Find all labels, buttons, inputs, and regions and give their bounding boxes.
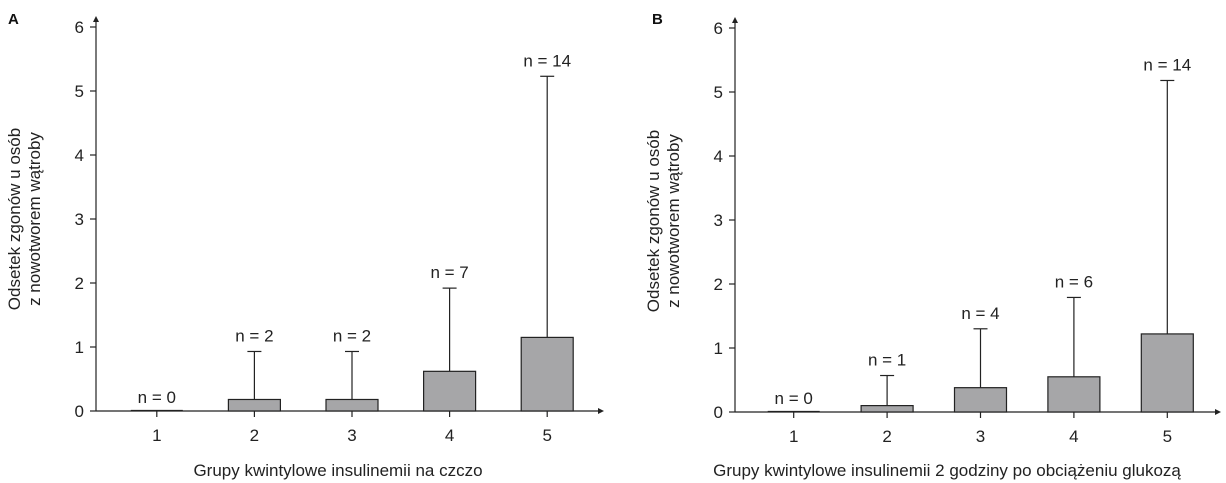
bar [1047, 376, 1101, 413]
x-tick-label: 1 [152, 426, 161, 445]
x-axis-arrow-icon [598, 408, 604, 414]
panel-b: B 0 1 2 3 4 5 6 n = 0 1 n = 1 2 n = 4 3 n = 6 4 n = 14 5… [644, 11, 1221, 480]
panel-label-a: A [8, 11, 19, 28]
y-tick-label: 4 [714, 147, 723, 166]
bar [325, 398, 379, 412]
data-label: n = 14 [1143, 55, 1191, 74]
x-tick-label: 5 [542, 426, 551, 445]
bar [520, 336, 574, 412]
y-axis-title: Odsetek zgonów u osóbz nowotworem wątrob… [644, 130, 683, 312]
data-label: n = 14 [523, 51, 571, 70]
y-tick-label: 5 [714, 83, 723, 102]
y-tick-label: 3 [75, 210, 84, 229]
x-tick-label: 4 [445, 426, 454, 445]
y-axis-arrow-icon [732, 17, 738, 23]
x-tick-label: 3 [976, 427, 985, 446]
data-label: n = 2 [235, 326, 273, 345]
x-tick-label: 2 [250, 426, 259, 445]
x-tick-label: 5 [1163, 427, 1172, 446]
data-label: n = 6 [1055, 272, 1093, 291]
y-tick-label: 6 [714, 19, 723, 38]
y-tick-label: 2 [714, 275, 723, 294]
data-label: n = 4 [961, 304, 999, 323]
y-axis-title-line: z nowotworem wątroby [664, 134, 683, 308]
y-tick-label: 1 [75, 338, 84, 357]
y-tick-label: 1 [714, 339, 723, 358]
y-tick-label: 5 [75, 82, 84, 101]
data-label: n = 2 [333, 326, 371, 345]
x-tick-label: 2 [882, 427, 891, 446]
data-label: n = 0 [138, 388, 176, 407]
x-axis-arrow-icon [1215, 409, 1221, 415]
data-label: n = 0 [775, 389, 813, 408]
y-axis-arrow-icon [93, 16, 99, 22]
x-axis-title: Grupy kwintylowe insulinemii na czczo [193, 461, 482, 480]
y-tick-label: 0 [714, 403, 723, 422]
y-tick-label: 2 [75, 274, 84, 293]
bar [860, 405, 914, 413]
x-tick-label: 4 [1069, 427, 1078, 446]
x-tick-label: 3 [347, 426, 356, 445]
y-axis-title: Odsetek zgonów u osóbz nowotworem wątrob… [5, 128, 44, 310]
bar [227, 398, 281, 412]
data-label: n = 7 [430, 263, 468, 282]
x-tick-label: 1 [789, 427, 798, 446]
bar [423, 370, 477, 412]
bar [953, 387, 1008, 413]
x-axis-title: Grupy kwintylowe insulinemii 2 godziny p… [713, 461, 1181, 480]
bar [1140, 333, 1194, 413]
y-tick-label: 3 [714, 211, 723, 230]
y-tick-label: 0 [75, 402, 84, 421]
y-tick-label: 6 [75, 18, 84, 37]
y-tick-label: 4 [75, 146, 84, 165]
panel-label-b: B [652, 11, 663, 28]
y-axis-title-line: Odsetek zgonów u osób [644, 130, 663, 312]
panel-a: A 0 1 2 3 4 5 6 n = 0 1 n = 2 2 n = 2 3 n = 7 4 n = 14 5… [5, 11, 604, 480]
data-label: n = 1 [868, 351, 906, 370]
y-axis-title-line: z nowotworem wątroby [25, 132, 44, 306]
y-axis-title-line: Odsetek zgonów u osób [5, 128, 24, 310]
